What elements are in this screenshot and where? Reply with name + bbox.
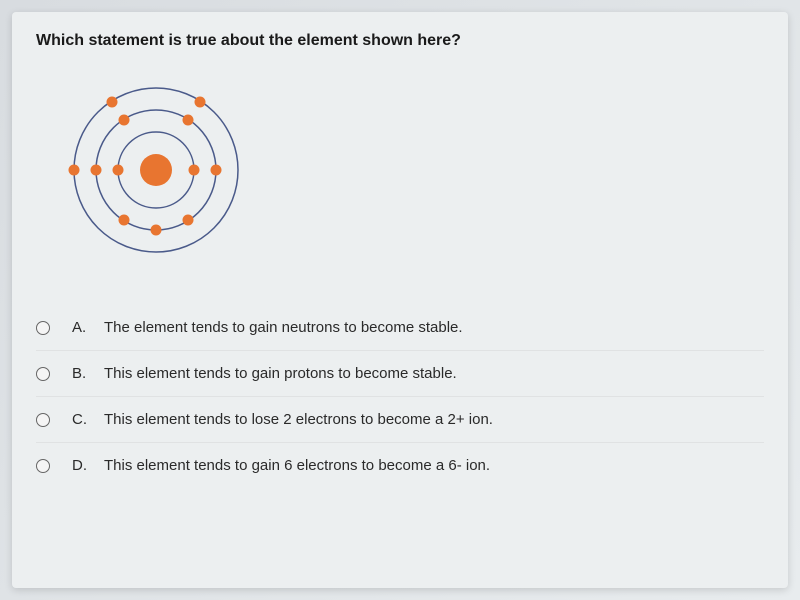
option-text: This element tends to lose 2 electrons t… bbox=[104, 411, 493, 428]
option-letter: C. bbox=[72, 411, 94, 428]
option-text: This element tends to gain 6 electrons t… bbox=[104, 457, 490, 474]
option-text: This element tends to gain protons to be… bbox=[104, 365, 457, 382]
option-c[interactable]: C. This element tends to lose 2 electron… bbox=[36, 396, 764, 442]
option-letter: D. bbox=[72, 457, 94, 474]
option-a[interactable]: A. The element tends to gain neutrons to… bbox=[36, 305, 764, 350]
radio-icon[interactable] bbox=[36, 367, 50, 381]
atom-svg bbox=[56, 70, 256, 270]
question-title: Which statement is true about the elemen… bbox=[36, 32, 764, 50]
option-letter: B. bbox=[72, 365, 94, 382]
radio-icon[interactable] bbox=[36, 321, 50, 335]
option-d[interactable]: D. This element tends to gain 6 electron… bbox=[36, 442, 764, 488]
options-list: A. The element tends to gain neutrons to… bbox=[36, 305, 764, 488]
radio-icon[interactable] bbox=[36, 459, 50, 473]
option-letter: A. bbox=[72, 319, 94, 336]
radio-icon[interactable] bbox=[36, 413, 50, 427]
atom-diagram bbox=[56, 70, 764, 275]
option-text: The element tends to gain neutrons to be… bbox=[104, 319, 463, 336]
question-card: Which statement is true about the elemen… bbox=[12, 12, 788, 588]
option-b[interactable]: B. This element tends to gain protons to… bbox=[36, 350, 764, 396]
